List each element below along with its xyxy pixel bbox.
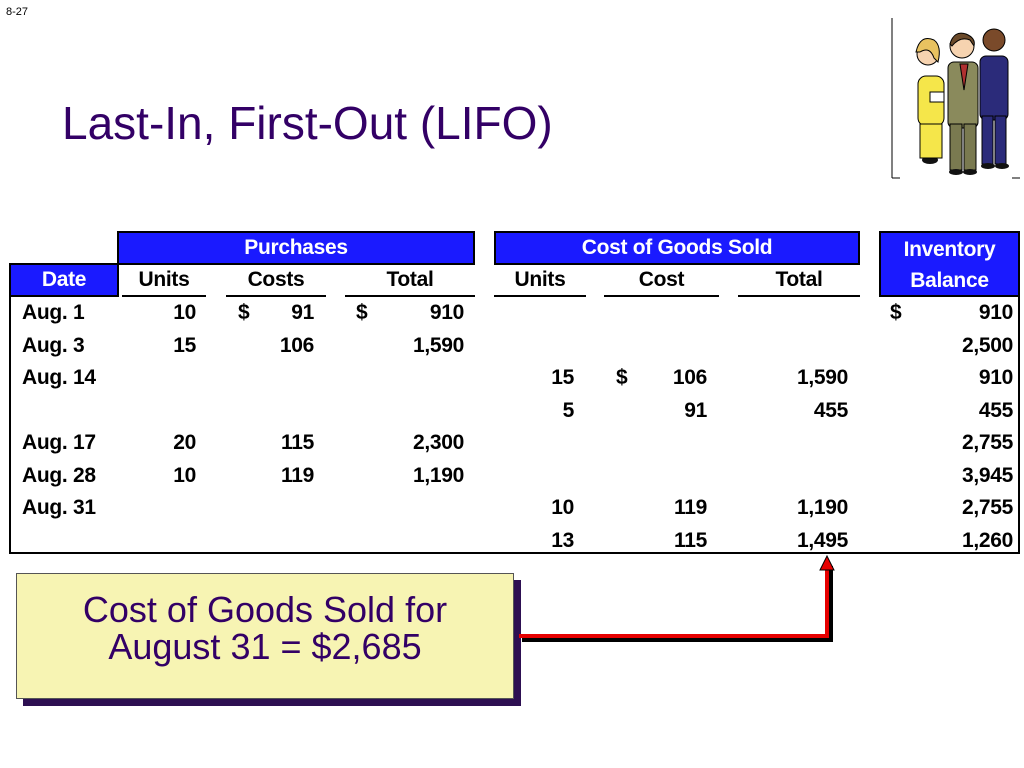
cell-c-cost: 91 — [684, 398, 707, 422]
lifo-table — [9, 296, 1020, 554]
cell-date: Aug. 1 — [22, 301, 85, 324]
cell-p-costs: 115 — [281, 431, 314, 454]
cell-c-total: 1,495 — [796, 528, 848, 552]
cell-p-cost-sign: $ — [238, 301, 250, 324]
cell-c-cost: 119 — [674, 496, 707, 519]
cell-balance: 3,945 — [961, 463, 1013, 487]
cell-balance: 455 — [978, 398, 1013, 422]
cell-p-total: 910 — [429, 301, 464, 324]
cell-c-units: 5 — [562, 398, 575, 422]
cell-date: Aug. 14 — [22, 366, 96, 389]
cogs-callout: Cost of Goods Sold for August 31 = $2,68… — [16, 573, 514, 699]
cell-p-total: 2,300 — [412, 431, 464, 454]
cell-p-units: 20 — [173, 431, 196, 454]
people-discussing-clipart — [891, 18, 1020, 179]
purchase-costs-header: Costs — [247, 268, 305, 291]
cogs-cost-underline — [604, 295, 719, 297]
cell-p-units: 10 — [173, 301, 196, 324]
slide-number: 8-27 — [6, 6, 29, 18]
cell-c-total: 455 — [813, 398, 848, 422]
cell-balance: 910 — [978, 366, 1013, 389]
cell-p-units: 15 — [173, 333, 196, 357]
slide-title: Last-In, First-Out (LIFO) — [62, 97, 553, 149]
purchase-units-header: Units — [138, 268, 190, 291]
purchase-total-header: Total — [386, 268, 434, 291]
cell-balance: 2,500 — [961, 333, 1013, 357]
purchases-header: Purchases — [117, 231, 475, 265]
callout-line2: August 31 = $2,685 — [108, 626, 422, 667]
purchase-units-underline — [122, 295, 206, 297]
cell-c-cost: 106 — [672, 366, 707, 389]
cogs-total-underline — [738, 295, 860, 297]
cell-c-total: 1,190 — [796, 496, 848, 519]
cell-c-cost: 115 — [674, 528, 707, 552]
inventory-header-line2: Balance — [910, 269, 989, 292]
cell-p-total: 1,590 — [412, 333, 464, 357]
purchase-total-underline — [345, 295, 475, 297]
cell-c-total: 1,590 — [796, 366, 848, 389]
cell-c-units: 10 — [551, 496, 574, 519]
date-header: Date — [9, 263, 119, 297]
cell-c-cost-sign: $ — [616, 366, 628, 389]
cell-p-costs: 106 — [279, 333, 314, 357]
cell-balance: 910 — [978, 301, 1013, 324]
cell-p-total: 1,190 — [412, 463, 464, 487]
callout-line1: Cost of Goods Sold for — [82, 589, 448, 630]
cell-p-units: 10 — [173, 463, 196, 487]
inventory-header-line1: Inventory — [903, 238, 996, 261]
cell-c-units: 15 — [551, 366, 574, 389]
cell-date: Aug. 17 — [22, 431, 96, 454]
cogs-cost-header: Cost — [638, 268, 685, 291]
cell-date: Aug. 3 — [22, 333, 85, 357]
purchase-costs-underline — [226, 295, 326, 297]
cogs-units-underline — [494, 295, 586, 297]
cell-balance: 2,755 — [961, 496, 1013, 519]
cogs-units-header: Units — [514, 268, 566, 291]
cell-c-units: 13 — [551, 528, 574, 552]
cogs-header: Cost of Goods Sold — [494, 231, 860, 265]
cell-p-costs: 91 — [291, 301, 314, 324]
inventory-balance-header: Inventory Balance — [879, 231, 1020, 297]
cell-p-costs: 119 — [281, 463, 314, 487]
cogs-total-header: Total — [775, 268, 823, 291]
cell-p-total-sign: $ — [356, 301, 368, 324]
cell-bal-sign: $ — [890, 301, 902, 324]
cell-balance: 1,260 — [961, 528, 1013, 552]
cell-date: Aug. 28 — [22, 463, 96, 487]
cell-date: Aug. 31 — [22, 496, 96, 519]
cell-balance: 2,755 — [961, 431, 1013, 454]
